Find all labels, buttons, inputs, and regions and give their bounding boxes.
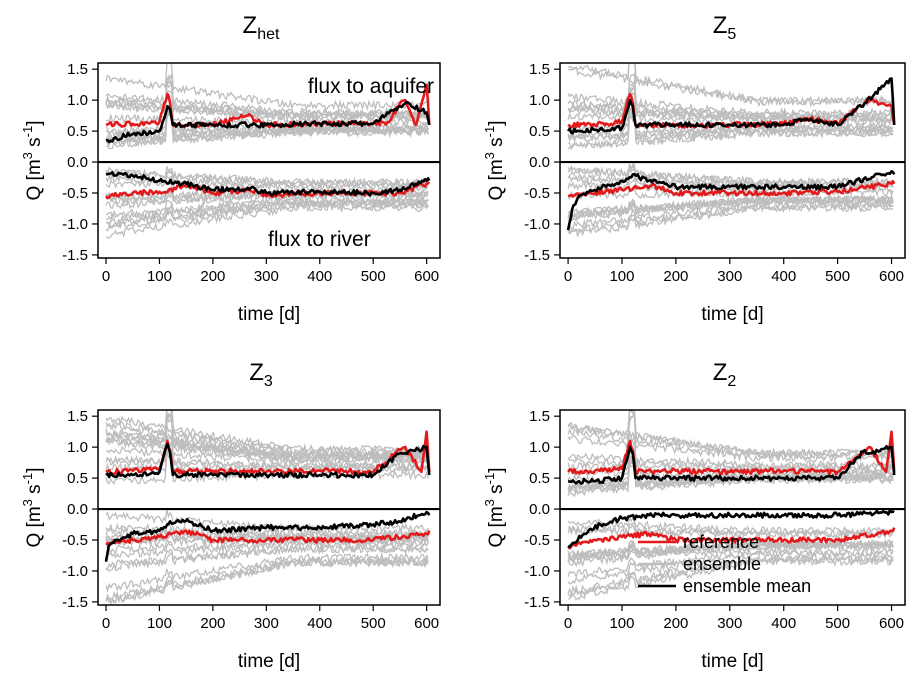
x-tick-label: 0 — [102, 268, 110, 285]
x-tick-label: 300 — [717, 268, 742, 285]
x-tick-label: 0 — [564, 268, 572, 285]
y-tick-label: 0.5 — [67, 470, 88, 487]
y-tick-label: 1.0 — [67, 439, 88, 456]
x-tick-label: 0 — [102, 615, 110, 632]
panel-4: 1.5 1.0 0.5 0.0 -0.5 -1.0 -1.5 0 100 200 300 400 500… — [482, 359, 905, 672]
legend-label: ensemble mean — [683, 576, 811, 596]
annotation-flux-to-river: flux to river — [268, 228, 371, 251]
y-tick-label: 0.5 — [529, 470, 550, 487]
x-tick-label: 400 — [771, 615, 796, 632]
x-tick-label: 100 — [147, 615, 172, 632]
x-tick-label: 200 — [200, 615, 225, 632]
ensemble-line — [106, 559, 428, 603]
x-tick-label: 600 — [879, 268, 904, 285]
ensemble-line — [568, 412, 893, 459]
y-tick-label: -1.5 — [524, 594, 550, 611]
x-tick-label: 0 — [564, 615, 572, 632]
x-tick-label: 500 — [361, 268, 386, 285]
x-tick-label: 200 — [663, 268, 688, 285]
x-axis-label: time [d] — [238, 304, 300, 325]
x-tick-label: 400 — [307, 268, 332, 285]
annotation-flux-to-aquifer: flux to aquifer — [308, 75, 434, 98]
legend-label: reference — [683, 532, 759, 552]
y-tick-label: 1.5 — [529, 408, 550, 425]
legend-label: ensemble — [683, 554, 761, 574]
y-tick-label: -0.5 — [62, 185, 88, 202]
y-tick-label: -1.0 — [524, 563, 550, 580]
x-tick-label: 300 — [717, 615, 742, 632]
y-tick-label: 1.5 — [67, 408, 88, 425]
plot-frame — [560, 63, 905, 258]
y-axis-label: Q [m3 s-1] — [482, 467, 507, 547]
y-tick-label: 1.0 — [67, 92, 88, 109]
x-tick-label: 500 — [361, 615, 386, 632]
y-tick-label: 1.5 — [67, 61, 88, 78]
y-tick-label: -0.5 — [524, 185, 550, 202]
y-tick-label: -1.5 — [524, 247, 550, 264]
panel-1: 1.5 1.0 0.5 0.0 -0.5 -1.0 -1.5 0 100 200 300 400 500… — [20, 12, 440, 325]
panel-3: 1.5 1.0 0.5 0.0 -0.5 -1.0 -1.5 0 100 200 300 400 500… — [20, 359, 440, 672]
y-tick-label: -1.0 — [62, 563, 88, 580]
plot-area — [106, 402, 429, 604]
panel-title: Zhet — [243, 12, 280, 43]
x-tick-label: 300 — [254, 615, 279, 632]
y-tick-label: 1.0 — [529, 439, 550, 456]
x-tick-label: 600 — [414, 268, 439, 285]
y-tick-label: 0.0 — [67, 154, 88, 171]
panel-title: Z2 — [713, 359, 737, 390]
x-tick-label: 200 — [200, 268, 225, 285]
x-tick-label: 500 — [825, 615, 850, 632]
x-axis-label: time [d] — [701, 651, 763, 672]
x-tick-label: 100 — [609, 615, 634, 632]
y-tick-label: 0.5 — [529, 123, 550, 140]
y-tick-label: -0.5 — [62, 532, 88, 549]
x-axis-label: time [d] — [238, 651, 300, 672]
ensemble-traces — [568, 52, 893, 237]
x-axis-label: time [d] — [701, 304, 763, 325]
y-tick-label: 0.0 — [529, 154, 550, 171]
y-tick-label: 0.5 — [67, 123, 88, 140]
x-tick-label: 300 — [254, 268, 279, 285]
y-tick-label: -1.0 — [524, 216, 550, 233]
y-tick-label: -1.5 — [62, 594, 88, 611]
y-tick-label: -1.0 — [62, 216, 88, 233]
x-tick-label: 600 — [879, 615, 904, 632]
panel-title: Z5 — [713, 12, 737, 43]
x-tick-label: 600 — [414, 615, 439, 632]
y-tick-label: 0.0 — [67, 501, 88, 518]
ensemble-traces — [106, 402, 428, 604]
x-tick-label: 400 — [771, 268, 796, 285]
panel-title: Z3 — [249, 359, 273, 390]
x-tick-label: 100 — [609, 268, 634, 285]
y-axis-label: Q [m3 s-1] — [482, 120, 507, 200]
panel-2: 1.5 1.0 0.5 0.0 -0.5 -1.0 -1.5 0 100 200 300 400 500… — [482, 12, 905, 325]
y-tick-label: 0.0 — [529, 501, 550, 518]
x-tick-label: 200 — [663, 615, 688, 632]
y-tick-label: -1.5 — [62, 247, 88, 264]
x-tick-label: 400 — [307, 615, 332, 632]
y-tick-label: 1.0 — [529, 92, 550, 109]
plot-area — [568, 52, 894, 237]
x-tick-label: 500 — [825, 268, 850, 285]
y-axis-label: Q [m3 s-1] — [20, 467, 45, 547]
y-axis-label: Q [m3 s-1] — [20, 120, 45, 200]
x-tick-label: 100 — [147, 268, 172, 285]
y-tick-label: -0.5 — [524, 532, 550, 549]
y-tick-label: 1.5 — [529, 61, 550, 78]
